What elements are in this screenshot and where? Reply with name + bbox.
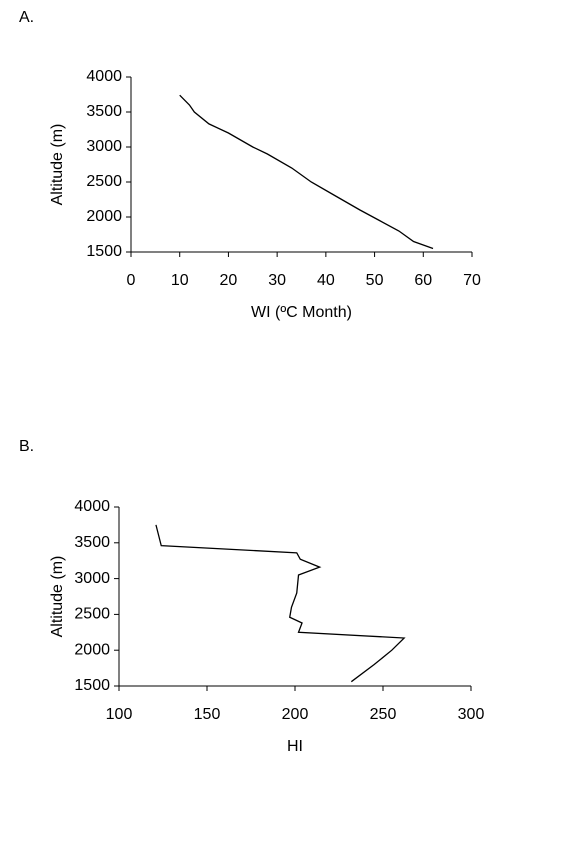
y-tick-label: 2500 (86, 173, 122, 190)
x-tick-label: 50 (366, 272, 384, 289)
y-tick-label: 3000 (86, 138, 122, 155)
y-tick-label: 3500 (74, 534, 110, 551)
x-tick-label: 150 (194, 706, 221, 723)
data-line (155, 524, 406, 683)
y-tick-label: 1500 (86, 243, 122, 260)
x-tick-label: 200 (282, 706, 309, 723)
data-line (179, 94, 434, 250)
y-axis-label: Altitude (m) (49, 556, 66, 638)
x-tick-label: 70 (463, 272, 481, 289)
panel-label: B. (19, 438, 34, 455)
y-tick-label: 4000 (86, 68, 122, 85)
x-axis-label: WI (ºC Month) (251, 304, 352, 321)
y-tick-label: 2000 (74, 641, 110, 658)
y-axis-label: Altitude (m) (49, 124, 66, 206)
x-axis-label: HI (287, 738, 303, 755)
y-tick-label: 2000 (86, 208, 122, 225)
x-tick-label: 30 (268, 272, 286, 289)
x-tick-label: 100 (106, 706, 133, 723)
x-tick-label: 60 (414, 272, 432, 289)
x-tick-label: 20 (220, 272, 238, 289)
y-tick-label: 1500 (74, 677, 110, 694)
y-tick-label: 4000 (74, 498, 110, 515)
x-tick-label: 40 (317, 272, 335, 289)
x-tick-label: 300 (458, 706, 485, 723)
y-tick-label: 2500 (74, 606, 110, 623)
x-tick-label: 250 (370, 706, 397, 723)
x-tick-label: 0 (127, 272, 136, 289)
y-tick-label: 3000 (74, 570, 110, 587)
panel-label: A. (19, 9, 34, 26)
x-tick-label: 10 (171, 272, 189, 289)
y-tick-label: 3500 (86, 103, 122, 120)
